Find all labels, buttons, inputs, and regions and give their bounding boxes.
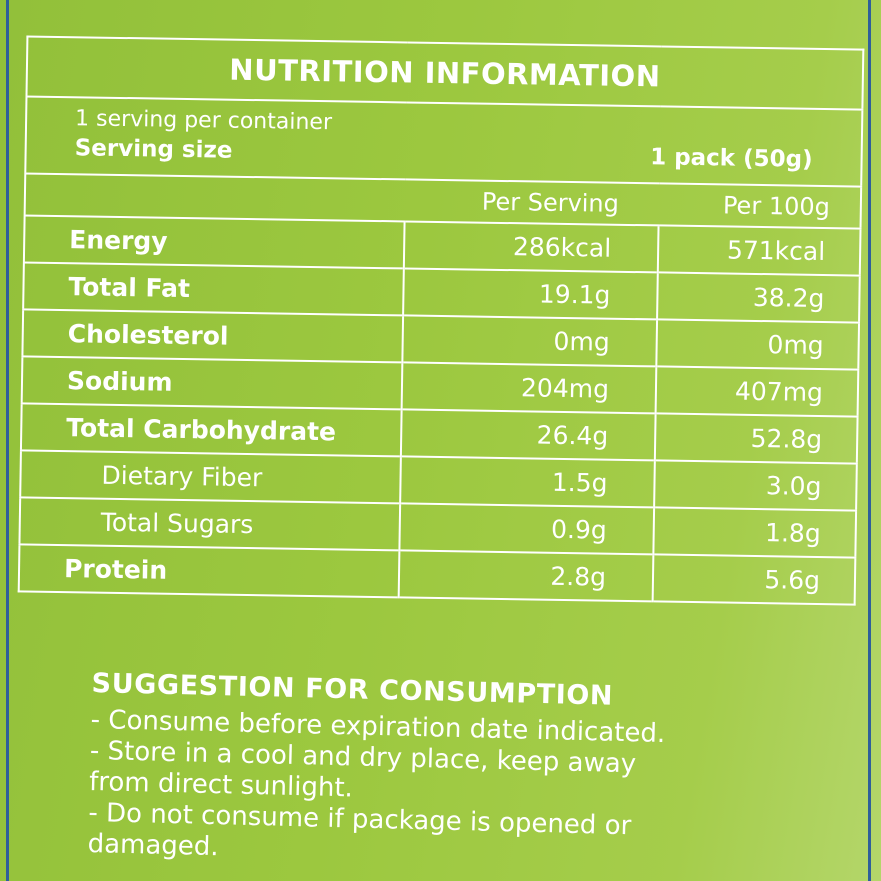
row-per-serving: 19.1g (403, 268, 658, 320)
row-per-serving: 1.5g (400, 456, 655, 508)
serving-size-label: Serving size (74, 135, 233, 164)
nutrition-table: NUTRITION INFORMATION 1 serving per cont… (17, 35, 865, 606)
col-per-100g: Per 100g (722, 191, 831, 222)
row-per-100g: 1.8g (653, 507, 857, 558)
consumption-suggestion: SUGGESTION FOR CONSUMPTION - Consume bef… (87, 668, 831, 878)
package-edge-right (868, 0, 871, 881)
row-label: Dietary Fiber (20, 450, 401, 504)
serving-info: 1 serving per container Serving size 1 p… (25, 96, 863, 187)
row-label: Total Carbohydrate (20, 403, 402, 457)
serving-size-value: 1 pack (50g) (649, 144, 813, 173)
row-per-serving: 286kcal (403, 221, 659, 273)
row-label: Cholesterol (22, 309, 404, 363)
row-label: Protein (18, 544, 400, 598)
row-label: Sodium (21, 356, 403, 410)
row-label: Total Fat (23, 262, 404, 316)
row-per-100g: 3.0g (654, 460, 857, 511)
row-label: Total Sugars (19, 497, 401, 551)
row-per-100g: 38.2g (657, 272, 860, 323)
row-per-serving: 204mg (401, 362, 657, 414)
row-per-serving: 26.4g (400, 409, 656, 461)
row-label: Energy (23, 215, 405, 269)
nutrition-panel: NUTRITION INFORMATION 1 serving per cont… (17, 35, 865, 608)
nutrition-rows: Energy 286kcal 571kcal Total Fat 19.1g 3… (18, 215, 861, 605)
row-per-100g: 0mg (656, 319, 860, 370)
row-per-serving: 2.8g (398, 550, 654, 602)
row-per-100g: 5.6g (652, 554, 856, 605)
header-spacer (25, 173, 406, 221)
package-edge-left (6, 0, 9, 881)
row-per-serving: 0mg (402, 315, 658, 367)
row-per-serving: 0.9g (399, 503, 655, 555)
row-per-100g: 571kcal (657, 225, 861, 276)
col-per-serving: Per Serving (481, 187, 620, 218)
row-per-100g: 407mg (655, 366, 859, 417)
row-per-100g: 52.8g (654, 413, 858, 464)
